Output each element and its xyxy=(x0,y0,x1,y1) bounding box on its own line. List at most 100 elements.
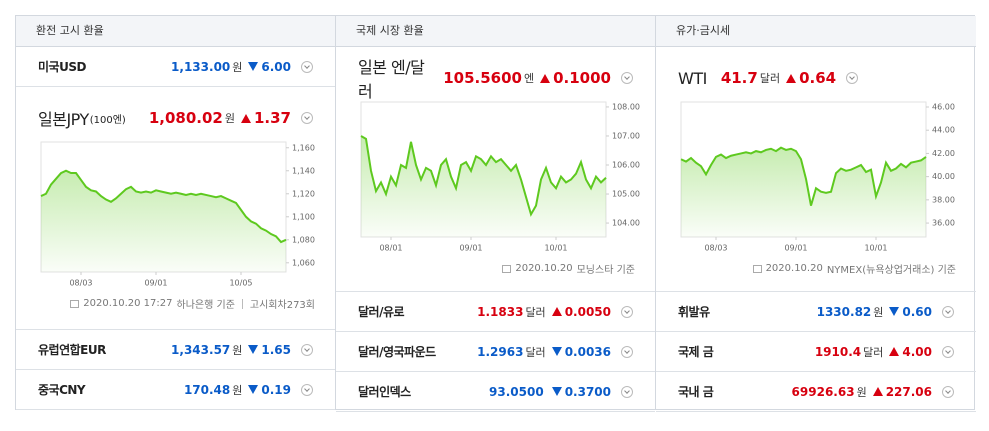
change: 6.00 xyxy=(261,59,291,74)
detail-button[interactable] xyxy=(942,385,954,398)
detail-button[interactable] xyxy=(301,343,313,356)
rate-row[interactable]: 유럽연합EUR 1,343.57 원 1.65 xyxy=(16,330,335,370)
panel-title: 유가·금시세 xyxy=(656,16,976,47)
rate-row[interactable]: 국내 금 69926.63 원 227.06 xyxy=(656,372,976,412)
rate-row[interactable]: 달러/영국파운드 1.2963 달러 0.0036 xyxy=(336,332,655,372)
change-arrow xyxy=(551,307,562,316)
y-tick-label: 1,100 xyxy=(292,212,315,221)
featured-head: WTI 41.7 달러 0.64 xyxy=(678,65,954,91)
change-arrow xyxy=(786,73,797,83)
detail-button[interactable] xyxy=(301,112,313,124)
rate-name: 미국USD xyxy=(38,60,86,74)
exchange-widget: 환전 고시 환율 미국USD 1,133.00 원 6.00 일본JPY (100엔) 1,0… xyxy=(15,15,976,412)
x-tick-label: 10/01 xyxy=(864,244,887,253)
detail-button[interactable] xyxy=(621,72,633,84)
value-group: 1330.82 원 0.60 xyxy=(817,304,954,320)
detail-button[interactable] xyxy=(942,345,954,358)
y-tick-label: 42.00 xyxy=(932,149,955,158)
value-group: 1.2963 달러 0.0036 xyxy=(477,344,633,360)
featured: 일본JPY (100엔) 1,080.02 원 1.37 1,060 1,080 1,100 1… xyxy=(16,87,335,330)
change: 0.1000 xyxy=(553,69,611,87)
x-tick-label: 10/01 xyxy=(544,244,567,253)
rate-row[interactable]: 중국CNY 170.48 원 0.19 xyxy=(16,370,335,410)
y-tick-label: 106.00 xyxy=(612,161,640,170)
detail-button[interactable] xyxy=(621,345,633,358)
value-group: 1,133.00 원 6.00 xyxy=(171,59,313,75)
value: 1330.82 xyxy=(816,304,872,319)
rate-name: 달러/유로 xyxy=(358,305,405,319)
rate-row[interactable]: 국제 금 1910.4 달러 4.00 xyxy=(656,332,976,372)
value-group: 41.7 달러 0.64 xyxy=(720,69,859,87)
value: 1,343.57 xyxy=(171,342,231,357)
value: 69926.63 xyxy=(791,384,855,399)
value: 1910.4 xyxy=(814,344,862,359)
change-arrow xyxy=(248,62,259,71)
featured-name: 일본JPY xyxy=(38,110,89,129)
rate-row[interactable]: 달러/유로 1.1833 달러 0.0050 xyxy=(336,292,655,332)
change-arrow xyxy=(248,385,259,394)
change: 0.60 xyxy=(902,304,932,319)
change-arrow xyxy=(540,73,551,83)
detail-button[interactable] xyxy=(621,385,633,398)
y-tick-label: 107.00 xyxy=(612,131,640,140)
change: 0.0050 xyxy=(564,304,611,319)
detail-button[interactable] xyxy=(621,305,633,318)
detail-button[interactable] xyxy=(942,305,954,318)
source-date: 2020.10.20 xyxy=(765,263,823,274)
y-tick-label: 1,080 xyxy=(292,235,315,244)
change: 1.65 xyxy=(261,342,291,357)
featured: 일본 엔/달러 105.5600 엔 0.1000 104.00 105.00 106.00… xyxy=(336,47,655,292)
chart: 1,060 1,080 1,100 1,120 1,140 1,160 08/03 09/01… xyxy=(40,141,315,288)
extra: 고시회차273회 xyxy=(249,300,315,311)
source-note: 2020.10.20 17:27 하나은행 기준 고시회차273회 xyxy=(70,296,315,311)
value: 1.1833 xyxy=(477,304,524,319)
value: 41.7 xyxy=(720,69,758,87)
line xyxy=(360,135,607,217)
value: 93.0500 xyxy=(489,384,544,399)
separator xyxy=(241,298,243,309)
value: 105.5600 xyxy=(443,69,522,87)
y-tick-label: 36.00 xyxy=(932,219,955,228)
rate-name: 달러인덱스 xyxy=(358,385,411,399)
detail-button[interactable] xyxy=(301,60,313,73)
source: 하나은행 기준 xyxy=(176,300,235,311)
value: 1.2963 xyxy=(477,344,524,359)
value-group: 1,343.57 원 1.65 xyxy=(171,342,313,358)
detail-button[interactable] xyxy=(301,383,313,396)
line-area xyxy=(681,147,926,237)
source-date: 2020.10.20 xyxy=(515,263,573,274)
y-tick-label: 1,160 xyxy=(292,143,315,152)
unit: 원 xyxy=(232,343,243,357)
value-group: 105.5600 엔 0.1000 xyxy=(443,69,633,87)
y-tick-label: 1,120 xyxy=(292,189,315,198)
value-group: 170.48 원 0.19 xyxy=(184,382,313,398)
rate-row[interactable]: 휘발유 1330.82 원 0.60 xyxy=(656,292,976,332)
rate-name: 국제 금 xyxy=(678,345,714,359)
line-area xyxy=(361,135,606,237)
change: 227.06 xyxy=(885,384,932,399)
source: NYMEX(뉴욕상업거래소) 기준 xyxy=(826,265,956,276)
rate-row[interactable]: 미국USD 1,133.00 원 6.00 xyxy=(16,47,335,87)
x-tick-label: 08/01 xyxy=(379,244,402,253)
value: 1,133.00 xyxy=(171,59,231,74)
y-tick-label: 38.00 xyxy=(932,195,955,204)
value-group: 1,080.02 원 1.37 xyxy=(149,109,313,127)
change: 0.0036 xyxy=(564,344,611,359)
change: 0.64 xyxy=(799,69,837,87)
rate-row[interactable]: 달러인덱스 93.0500 0.3700 xyxy=(336,372,655,412)
value-group: 1.1833 달러 0.0050 xyxy=(477,304,633,320)
line-area xyxy=(41,170,286,272)
doc-icon xyxy=(70,299,80,308)
change: 1.37 xyxy=(253,109,291,127)
value-group: 1910.4 달러 4.00 xyxy=(815,344,954,360)
change: 0.19 xyxy=(261,382,291,397)
unit: 원 xyxy=(856,385,867,399)
chart: 36.00 38.00 40.00 42.00 44.00 46.00 08/03 09/01… xyxy=(680,101,955,253)
change-arrow xyxy=(889,307,900,316)
change: 4.00 xyxy=(902,344,932,359)
y-tick-label: 104.00 xyxy=(612,219,640,228)
value: 170.48 xyxy=(183,382,231,397)
detail-button[interactable] xyxy=(846,72,859,84)
y-tick-label: 40.00 xyxy=(932,172,955,181)
